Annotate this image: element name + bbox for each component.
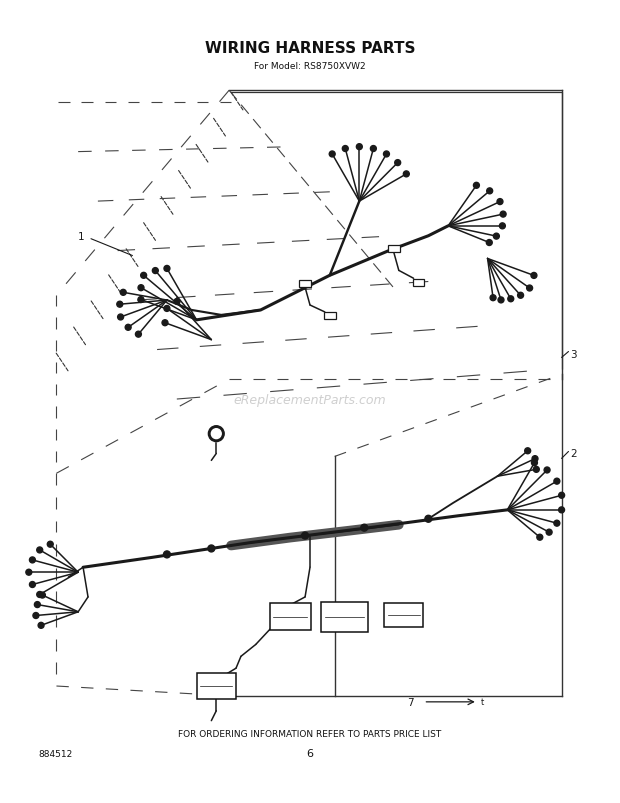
Circle shape: [500, 223, 505, 230]
Circle shape: [37, 548, 43, 553]
FancyBboxPatch shape: [321, 602, 368, 632]
Bar: [324, 313, 335, 320]
Text: For Model: RS8750XVW2: For Model: RS8750XVW2: [254, 62, 366, 71]
Text: FOR ORDERING INFORMATION REFER TO PARTS PRICE LIST: FOR ORDERING INFORMATION REFER TO PARTS …: [179, 729, 441, 738]
Circle shape: [47, 541, 53, 548]
Circle shape: [526, 286, 533, 291]
Circle shape: [361, 524, 368, 532]
Circle shape: [537, 535, 542, 540]
Circle shape: [26, 569, 32, 576]
Circle shape: [211, 429, 221, 439]
Circle shape: [208, 545, 215, 552]
Text: 2: 2: [570, 449, 577, 459]
Circle shape: [301, 532, 309, 540]
Circle shape: [342, 146, 348, 153]
Circle shape: [404, 172, 409, 177]
Circle shape: [395, 161, 401, 166]
FancyBboxPatch shape: [197, 673, 236, 699]
Text: t: t: [480, 698, 484, 707]
Circle shape: [500, 212, 506, 218]
Circle shape: [138, 285, 144, 291]
Circle shape: [138, 297, 144, 304]
Text: eReplacementParts.com: eReplacementParts.com: [234, 393, 386, 406]
Circle shape: [531, 460, 538, 466]
Circle shape: [384, 152, 389, 157]
Circle shape: [118, 315, 123, 320]
Circle shape: [425, 516, 432, 523]
Circle shape: [164, 551, 170, 558]
Circle shape: [162, 320, 168, 326]
Circle shape: [525, 448, 531, 454]
Circle shape: [487, 189, 493, 194]
Circle shape: [544, 467, 550, 473]
Circle shape: [532, 456, 538, 462]
Circle shape: [559, 493, 565, 499]
Circle shape: [164, 306, 170, 312]
Circle shape: [30, 582, 35, 588]
Circle shape: [120, 290, 126, 296]
Circle shape: [356, 145, 362, 150]
Circle shape: [370, 146, 376, 153]
Bar: [299, 280, 311, 287]
Circle shape: [329, 152, 335, 157]
FancyBboxPatch shape: [384, 603, 423, 627]
Circle shape: [508, 296, 514, 303]
Circle shape: [498, 298, 504, 304]
Circle shape: [554, 479, 560, 484]
Circle shape: [174, 299, 180, 305]
Circle shape: [546, 529, 552, 536]
Circle shape: [559, 507, 565, 513]
Circle shape: [497, 199, 503, 206]
Bar: [412, 279, 425, 287]
Circle shape: [38, 622, 44, 629]
Text: WIRING HARNESS PARTS: WIRING HARNESS PARTS: [205, 41, 415, 56]
Circle shape: [153, 268, 158, 274]
Circle shape: [494, 234, 499, 240]
Circle shape: [518, 293, 523, 299]
Circle shape: [533, 467, 539, 473]
Circle shape: [490, 296, 496, 301]
Circle shape: [117, 302, 123, 308]
Circle shape: [474, 183, 479, 189]
FancyBboxPatch shape: [270, 604, 311, 630]
Circle shape: [125, 325, 131, 331]
Circle shape: [208, 426, 224, 442]
Text: 3: 3: [570, 350, 577, 360]
Circle shape: [531, 273, 537, 279]
Circle shape: [34, 602, 40, 608]
Circle shape: [141, 273, 146, 279]
Circle shape: [208, 426, 224, 442]
Bar: [388, 246, 400, 253]
Circle shape: [135, 332, 141, 338]
Circle shape: [40, 593, 45, 598]
Text: 6: 6: [306, 748, 314, 758]
Circle shape: [33, 613, 39, 618]
Text: 884512: 884512: [38, 749, 73, 758]
Circle shape: [164, 266, 170, 272]
Circle shape: [486, 240, 492, 247]
Text: 7: 7: [407, 697, 414, 707]
Text: 1: 1: [78, 231, 84, 242]
Circle shape: [30, 557, 35, 563]
Circle shape: [37, 592, 43, 597]
Circle shape: [554, 520, 560, 527]
